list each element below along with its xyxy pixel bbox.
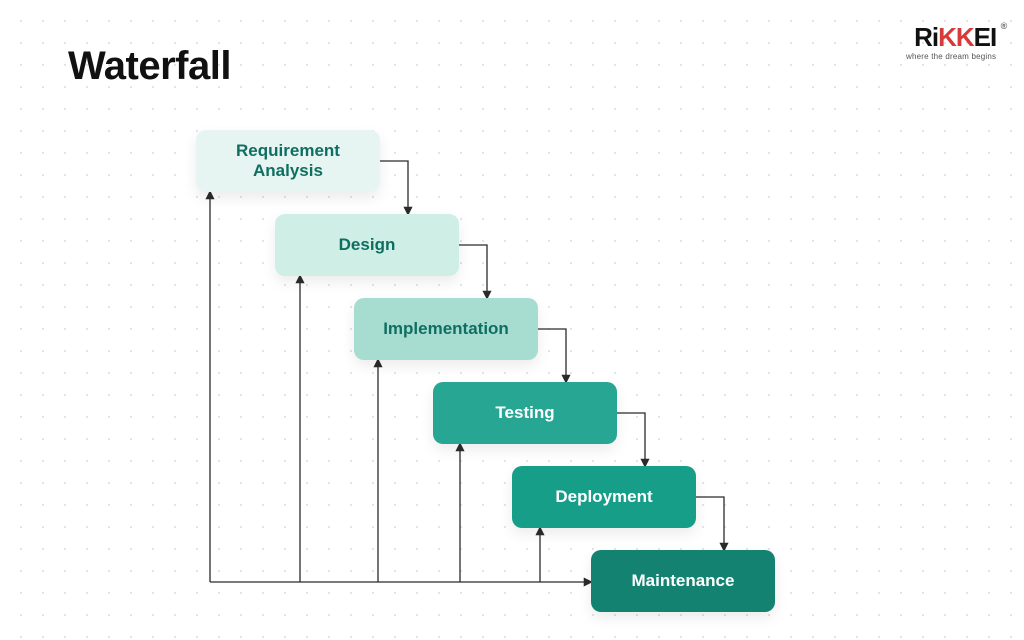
registered-mark: ® <box>1001 22 1007 31</box>
stage-s4: Testing <box>433 382 617 444</box>
logo-part-pre: Ri <box>914 22 938 52</box>
stage-s1: Requirement Analysis <box>196 130 380 192</box>
stage-s2: Design <box>275 214 459 276</box>
stage-s5: Deployment <box>512 466 696 528</box>
logo-part-accent: KK <box>938 22 974 52</box>
logo-part-post: EI <box>974 22 997 52</box>
brand-logo: RiKKEI ® where the dream begins <box>906 24 996 61</box>
brand-logo-text: RiKKEI ® <box>906 24 996 50</box>
stage-s6: Maintenance <box>591 550 775 612</box>
brand-tagline: where the dream begins <box>906 52 996 61</box>
page-title: Waterfall <box>68 44 231 89</box>
stage-s3: Implementation <box>354 298 538 360</box>
